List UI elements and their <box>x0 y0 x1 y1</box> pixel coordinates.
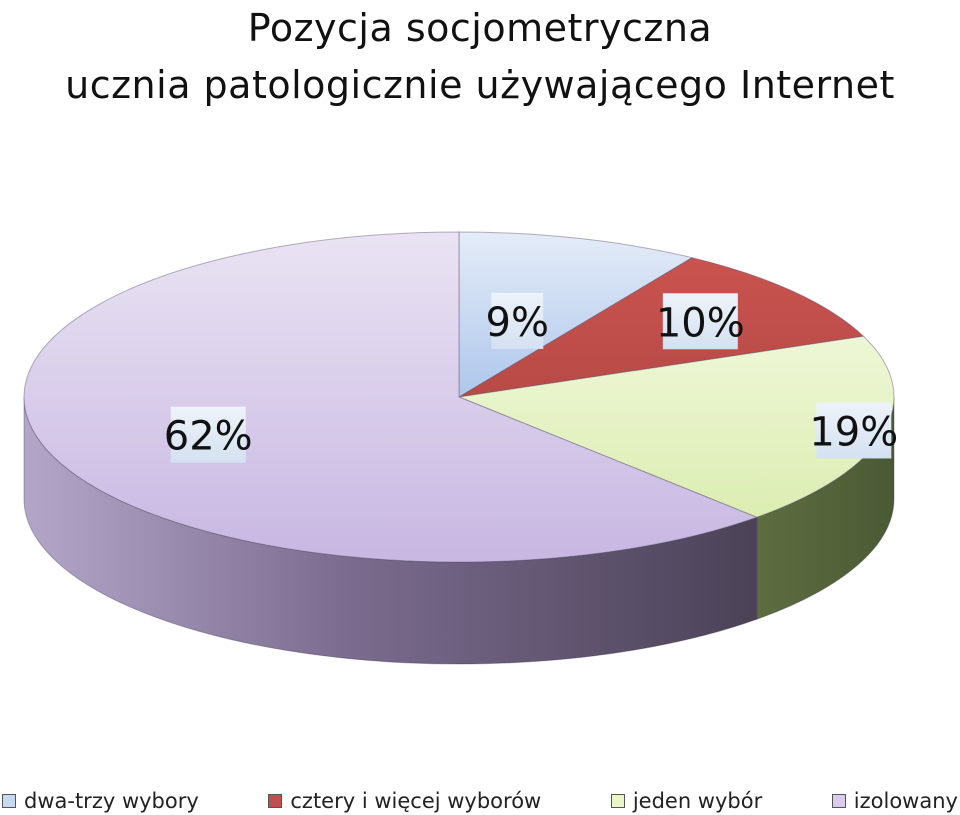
data-label-jeden: 19% <box>809 402 898 459</box>
legend-item-dwa-trzy: dwa-trzy wybory <box>2 789 199 813</box>
legend-swatch <box>2 793 16 808</box>
legend-label: dwa-trzy wybory <box>24 788 199 813</box>
data-label-box <box>170 406 246 463</box>
data-label-box <box>662 293 738 350</box>
chart-title-line-2: ucznia patologicznie używającego Interne… <box>65 63 895 107</box>
legend-label: cztery i więcej wyborów <box>290 788 542 813</box>
data-label-text: 9% <box>486 300 549 346</box>
legend-item-cztery: cztery i więcej wyborów <box>268 789 541 813</box>
data-label-izolowany: 62% <box>164 406 253 463</box>
legend-item-jeden: jeden wybór <box>610 788 763 813</box>
legend: dwa-trzy wybory cztery i więcej wyborów … <box>0 786 960 815</box>
legend-swatch <box>610 793 625 808</box>
legend-label: izolowany <box>853 788 958 813</box>
pie-slice-izolowany <box>23 231 759 563</box>
legend-label: jeden wybór <box>632 788 763 813</box>
chart-title-line-1: Pozycja socjometryczna <box>247 6 713 50</box>
legend-swatch <box>831 793 846 808</box>
data-label-box <box>491 292 544 349</box>
pie-slice-dwa-trzy <box>458 231 694 398</box>
data-label-dwa-trzy: 9% <box>486 292 549 349</box>
data-label-cztery: 10% <box>656 293 745 350</box>
legend-swatch <box>268 793 283 808</box>
data-label-text: 19% <box>809 409 898 455</box>
pie-slice-cztery <box>458 257 865 398</box>
data-label-text: 62% <box>164 414 253 460</box>
legend-item-izolowany: izolowany <box>831 788 958 813</box>
chart-title: Pozycja socjometryczna ucznia patologicz… <box>0 0 960 114</box>
data-label-box <box>816 402 892 459</box>
data-label-text: 10% <box>656 300 745 346</box>
